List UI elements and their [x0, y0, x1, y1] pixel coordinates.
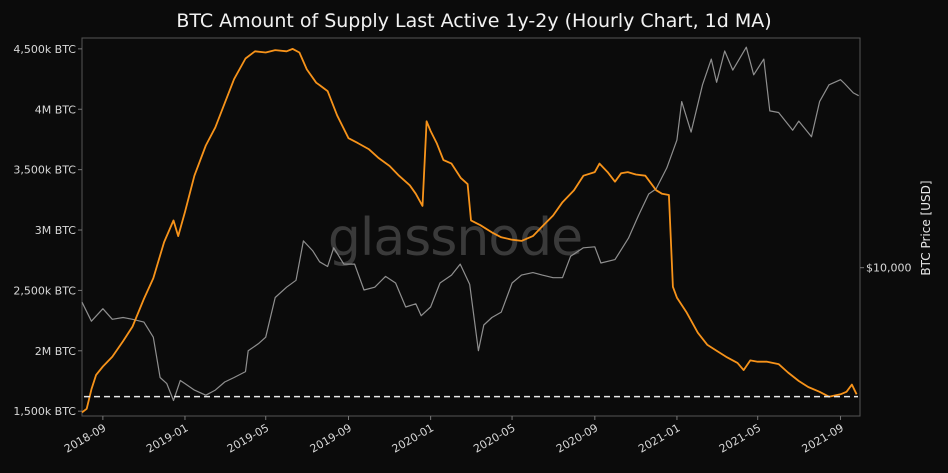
y-left-tick-label: 3M BTC: [35, 224, 77, 237]
x-tick-label: 2021-05: [717, 421, 763, 455]
y-axis-left: 1,500k BTC 2M BTC 2,500k BTC 3M BTC 3,500k B…: [13, 43, 82, 418]
watermark: glassnode: [328, 208, 582, 268]
y-right-tick-label: $10,000: [866, 262, 912, 275]
x-tick-label: 2020-09: [554, 421, 600, 455]
x-tick-label: 2018-09: [62, 421, 108, 455]
btc-price-line: [81, 46, 859, 402]
supply-1y-2y-line: [81, 48, 858, 414]
x-tick-label: 2021-01: [636, 421, 682, 455]
x-tick-label: 2019-09: [308, 421, 354, 455]
y-left-tick-label: 2,500k BTC: [13, 284, 76, 297]
y-left-tick-label: 4M BTC: [35, 103, 77, 116]
x-tick-label: 2021-09: [800, 421, 846, 455]
y-left-tick-label: 4,500k BTC: [13, 43, 76, 56]
y-left-tick-label: 2M BTC: [35, 345, 77, 358]
x-axis: 2018-09 2019-01 2019-05 2019-09 2020-01 2020-…: [62, 416, 846, 456]
x-tick-label: 2019-01: [144, 421, 190, 455]
y-axis-right-label: BTC Price [USD]: [919, 180, 933, 275]
y-left-tick-label: 1,500k BTC: [13, 405, 76, 418]
chart-title: BTC Amount of Supply Last Active 1y-2y (…: [176, 10, 771, 32]
x-tick-label: 2019-05: [225, 421, 271, 455]
y-left-tick-label: 3,500k BTC: [13, 164, 76, 177]
x-tick-label: 2020-01: [390, 421, 436, 455]
y-axis-right: $10,000: [860, 262, 912, 275]
series-layer: [81, 46, 859, 414]
plot-frame: [81, 37, 861, 417]
x-tick-label: 2020-05: [471, 421, 517, 455]
